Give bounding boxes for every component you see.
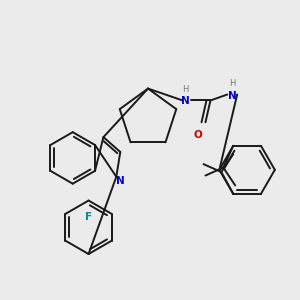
- Text: O: O: [193, 130, 202, 140]
- Text: N: N: [181, 97, 190, 106]
- Text: N: N: [228, 91, 237, 100]
- Text: F: F: [85, 212, 92, 222]
- Text: N: N: [116, 176, 125, 186]
- Text: H: H: [229, 79, 236, 88]
- Text: H: H: [182, 85, 189, 94]
